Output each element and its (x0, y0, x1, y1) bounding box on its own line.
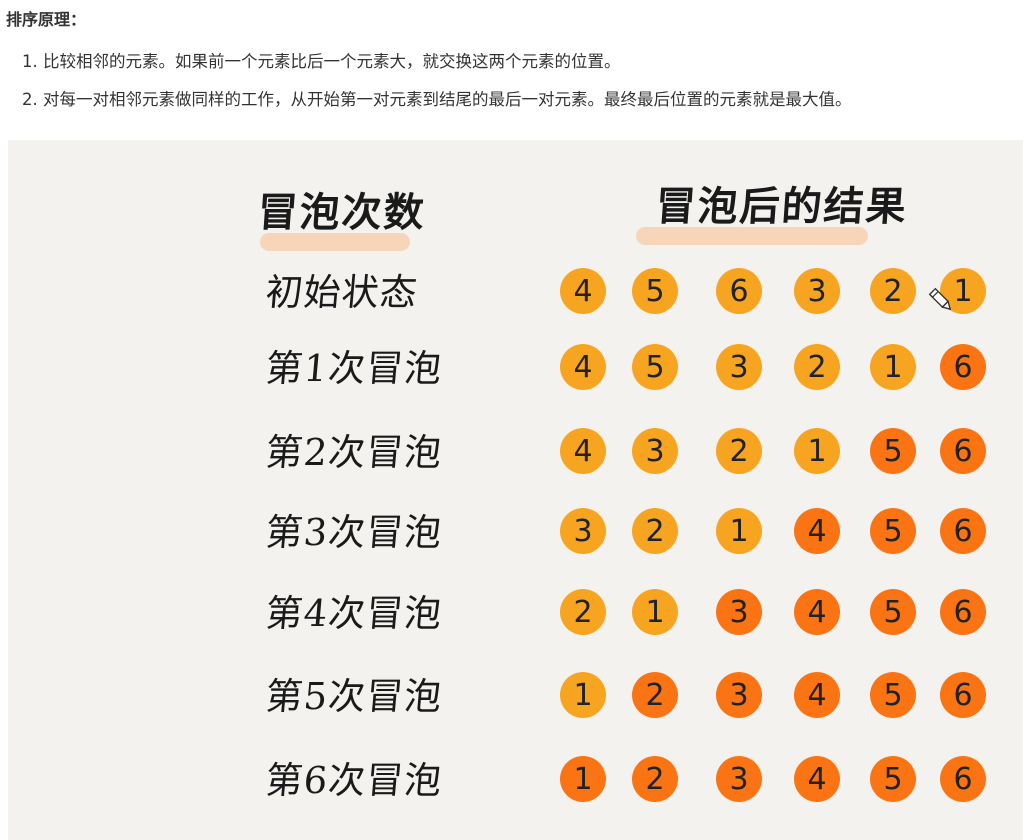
element-ball: 5 (632, 268, 678, 314)
element-ball: 6 (940, 589, 986, 635)
bubble-sort-illustration: 冒泡次数 冒泡后的结果 初始状态 4 5 6 3 2 1 第1次冒泡 4 5 3 2 1 6 第2次冒泡 4 3… (8, 140, 1023, 840)
element-ball: 5 (870, 428, 916, 474)
pass-label: 第3次冒泡 (263, 511, 445, 554)
element-ball: 4 (560, 344, 606, 390)
element-ball: 5 (870, 589, 916, 635)
element-ball: 6 (716, 268, 762, 314)
element-ball: 1 (560, 672, 606, 718)
element-ball: 6 (940, 756, 986, 802)
element-ball: 6 (940, 672, 986, 718)
element-ball: 3 (716, 344, 762, 390)
element-ball: 1 (560, 756, 606, 802)
section-heading: 排序原理： (6, 10, 87, 29)
result-highlight (636, 227, 868, 245)
element-ball: 4 (794, 508, 840, 554)
element-ball: 4 (560, 268, 606, 314)
pass-label: 第2次冒泡 (263, 431, 445, 474)
element-ball: 4 (560, 428, 606, 474)
element-ball: 1 (716, 508, 762, 554)
element-ball: 5 (870, 508, 916, 554)
element-ball: 3 (716, 589, 762, 635)
label-highlight (260, 233, 410, 251)
element-ball: 6 (940, 428, 986, 474)
element-ball: 3 (632, 428, 678, 474)
element-ball: 3 (716, 672, 762, 718)
pencil-cursor-icon (928, 287, 952, 311)
element-ball: 2 (870, 268, 916, 314)
column-header-passes: 冒泡次数 (256, 189, 428, 236)
pass-label: 第1次冒泡 (263, 347, 445, 390)
element-ball: 5 (632, 344, 678, 390)
element-ball: 2 (632, 756, 678, 802)
pass-label: 第5次冒泡 (263, 675, 445, 718)
step-2: 2. 对每一对相邻元素做同样的工作，从开始第一对元素到结尾的最后一对元素。最终最… (22, 90, 852, 109)
element-ball: 2 (632, 508, 678, 554)
element-ball: 5 (870, 672, 916, 718)
element-ball: 6 (940, 344, 986, 390)
element-ball: 4 (794, 589, 840, 635)
element-ball: 3 (716, 756, 762, 802)
step-1: 1. 比较相邻的元素。如果前一个元素比后一个元素大，就交换这两个元素的位置。 (22, 52, 621, 71)
element-ball: 3 (794, 268, 840, 314)
steps-list: 1. 比较相邻的元素。如果前一个元素比后一个元素大，就交换这两个元素的位置。 2… (22, 52, 852, 128)
element-ball: 2 (716, 428, 762, 474)
column-header-result: 冒泡后的结果 (654, 183, 910, 230)
element-ball: 5 (870, 756, 916, 802)
element-ball: 3 (560, 508, 606, 554)
pass-label: 第6次冒泡 (263, 759, 445, 802)
pass-label: 初始状态 (263, 271, 420, 314)
element-ball: 6 (940, 508, 986, 554)
element-ball: 1 (632, 589, 678, 635)
element-ball: 1 (870, 344, 916, 390)
element-ball: 2 (794, 344, 840, 390)
element-ball: 4 (794, 756, 840, 802)
pass-label: 第4次冒泡 (263, 592, 445, 635)
element-ball: 4 (794, 672, 840, 718)
element-ball: 1 (794, 428, 840, 474)
element-ball: 2 (632, 672, 678, 718)
element-ball: 2 (560, 589, 606, 635)
